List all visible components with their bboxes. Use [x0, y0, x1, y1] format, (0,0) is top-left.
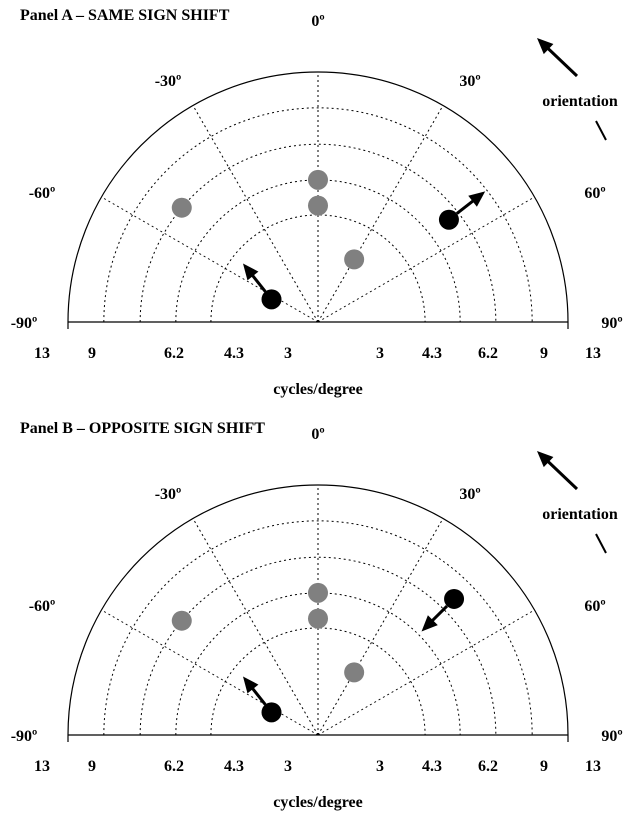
panel-b-orientation-arrow-icon-head [537, 451, 554, 468]
panel-b-radial-tick-label: 6.2 [478, 758, 498, 775]
panel-a-angle-label: 30º [459, 73, 480, 90]
panel-b-orientation-tick [595, 533, 607, 554]
panel-b: Panel B – OPPOSITE SIGN SHIFT 13 9 6.2 4.3 3… [0, 413, 637, 826]
panel-a-title: Panel A – SAME SIGN SHIFT [20, 7, 230, 24]
panel-a-data-point [308, 195, 328, 216]
panel-a-data-point [171, 197, 192, 218]
panel-a-radial-tick-label: 9 [88, 345, 96, 362]
panel-a-radial-tick-label: 3 [284, 345, 292, 362]
panel-b-angle-label: -90º [11, 728, 38, 745]
panel-b-orientation-arrow-icon-shaft [544, 458, 579, 491]
panel-b-radial-tick-label: 6.2 [164, 758, 184, 775]
panel-b-angle-label: 30º [459, 486, 480, 503]
panel-a-orientation-arrow-icon-head [537, 38, 554, 55]
panel-b-data-point [444, 588, 465, 609]
panel-b-angle-gridline [317, 518, 444, 736]
panel-b-radial-tick-label: 4.3 [224, 758, 244, 775]
panel-b-radial-gridline [210, 627, 426, 736]
panel-b-radial-tick-label: 3 [284, 758, 292, 775]
panel-a-angle-label: 60º [584, 185, 605, 202]
panel-a-data-point [261, 289, 282, 310]
panel-a-data-point [308, 169, 328, 190]
panel-b-shift-arrow-head [242, 676, 259, 694]
panel-a-orientation-tick [595, 120, 607, 141]
panel-b-radial-tick-label: 4.3 [422, 758, 442, 775]
panel-a: Panel A – SAME SIGN SHIFT 13 9 6.2 4.3 3 3 4.3… [11, 7, 623, 398]
panel-a-radial-gridline [103, 107, 533, 323]
panel-a-data-point [438, 209, 459, 230]
panel-b-angle-gridline [317, 609, 535, 736]
panel-b-radial-tick-label: 9 [88, 758, 96, 775]
panel-a-radial-tick-label: 13 [585, 345, 601, 362]
panel-a-angle-gridline [317, 196, 535, 323]
panel-a-radial-tick-label: 4.3 [422, 345, 442, 362]
panel-a-radial-gridline [139, 143, 497, 323]
panel-b-data-point [261, 702, 282, 723]
panel-a-radial-gridline [210, 214, 426, 323]
panel-b-radial-tick-label: 13 [585, 758, 601, 775]
panel-a-angle-label: -90º [11, 315, 38, 332]
panel-b-angle-label: -30º [155, 486, 182, 503]
panel-b-shift-arrow-head [421, 615, 438, 632]
panel-a-angle-gridline [192, 105, 319, 323]
panel-a-angle-label: 0º [311, 13, 324, 30]
panel-a-angle-gridline [101, 196, 319, 323]
panel-b-angle-gridline [101, 609, 319, 736]
panel-b-radial-tick-label: 3 [376, 758, 384, 775]
panel-b-angle-label: -60º [29, 598, 56, 615]
panel-b-data-point [308, 582, 328, 603]
panel-a-angle-label: 90º [601, 315, 622, 332]
panel-b-data-point [308, 608, 328, 629]
panel-a-radial-tick-label: 3 [376, 345, 384, 362]
panel-a-orientation-label: orientation [542, 93, 618, 110]
panel-a-radial-tick-label: 9 [540, 345, 548, 362]
panel-b-polar-plot: 13 9 6.2 4.3 3 3 4.3 6.2 9 13 cycles/degree -90º -60… [11, 426, 623, 811]
panel-b-data-point [171, 610, 192, 631]
panel-a-shift-arrow-head [468, 191, 486, 207]
panel-a-orientation-arrow-icon-shaft [544, 45, 579, 78]
panel-b-x-axis-label: cycles/degree [273, 794, 362, 811]
panel-a-data-point [344, 249, 365, 270]
panel-b-data-point [344, 662, 365, 683]
panel-b-radial-gridline [139, 556, 497, 736]
panel-a-shift-arrow-head [242, 263, 259, 281]
panel-a-polar-plot: 13 9 6.2 4.3 3 3 4.3 6.2 9 13 cycles/degree -90º -60… [11, 13, 623, 398]
panel-a-radial-tick-label: 13 [34, 345, 50, 362]
panel-b-angle-label: 60º [584, 598, 605, 615]
panel-a-radial-tick-label: 6.2 [478, 345, 498, 362]
panel-b-angle-label: 90º [601, 728, 622, 745]
panel-a-radial-tick-label: 6.2 [164, 345, 184, 362]
panel-a-angle-label: -60º [29, 185, 56, 202]
panel-a-x-axis-label: cycles/degree [273, 381, 362, 398]
panel-b-radial-tick-label: 13 [34, 758, 50, 775]
panel-a-angle-label: -30º [155, 73, 182, 90]
panel-b-orientation-label: orientation [542, 506, 618, 523]
panel-a-outer-arc [67, 71, 569, 323]
panel-b-radial-tick-label: 9 [540, 758, 548, 775]
panel-b-title: Panel B – OPPOSITE SIGN SHIFT [20, 420, 265, 437]
panel-b-angle-label: 0º [311, 426, 324, 443]
panel-a-radial-tick-label: 4.3 [224, 345, 244, 362]
panel-b-radial-gridline [103, 520, 533, 736]
panel-b-outer-arc [67, 484, 569, 736]
panel-b-angle-gridline [192, 518, 319, 736]
panel-a-angle-gridline [317, 105, 444, 323]
